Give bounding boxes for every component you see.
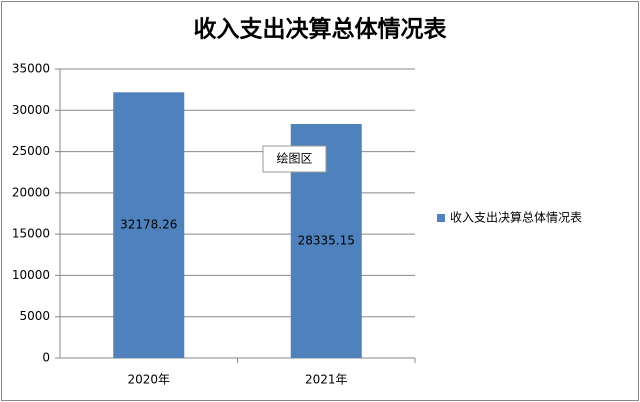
legend-label: 收入支出决算总体情况表 [450, 210, 582, 225]
y-tick-label: 30000 [12, 103, 50, 117]
value-label: 32178.26 [120, 218, 177, 232]
y-tick-label: 5000 [19, 309, 50, 323]
y-tick-label: 20000 [12, 185, 50, 199]
chart-title: 收入支出决算总体情况表 [194, 16, 448, 43]
x-tick-label: 2020年 [127, 373, 170, 387]
y-tick-label: 0 [42, 351, 50, 365]
x-tick-label: 2021年 [305, 373, 348, 387]
tooltip-box [262, 145, 327, 173]
y-tick-label: 35000 [12, 62, 50, 76]
y-tick-label: 15000 [12, 227, 50, 241]
tooltip-text: 绘图区 [276, 151, 312, 166]
value-label: 28335.15 [298, 234, 355, 248]
bar [113, 92, 185, 359]
legend-swatch [437, 214, 445, 222]
y-tick-label: 25000 [12, 144, 50, 158]
y-tick-label: 10000 [12, 268, 50, 282]
